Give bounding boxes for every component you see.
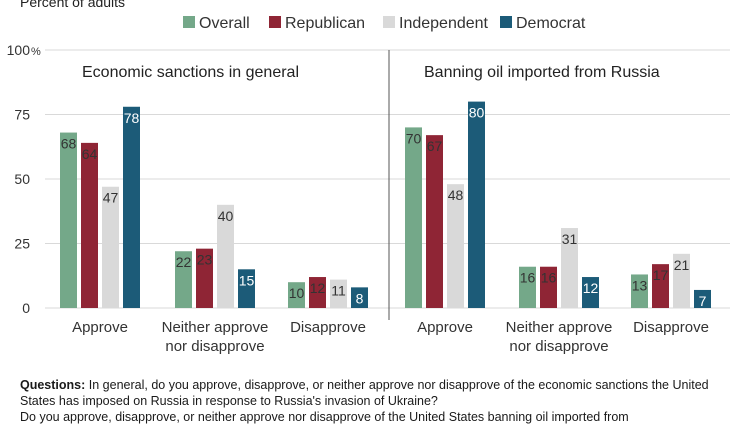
data-label-p2-c3-independent: 21	[674, 257, 690, 273]
y-tick-label-100: 100	[7, 42, 31, 58]
bar-p1-c2-overall	[175, 251, 192, 308]
data-label-p2-c2-republican: 16	[541, 270, 557, 286]
legend-label-republican: Republican	[285, 15, 365, 32]
bar-p2-c2-independent	[561, 228, 578, 308]
y-unit-label: %	[31, 46, 41, 58]
questions-label: Questions:	[20, 378, 86, 392]
questions-text: Questions: In general, do you approve, d…	[20, 377, 735, 409]
bar-p2-c3-democrat	[694, 289, 711, 308]
legend-swatch-republican	[269, 16, 281, 28]
legend-label-democrat: Democrat	[516, 15, 586, 32]
bar-p1-c1-overall	[60, 132, 77, 308]
category-label-p2-c1-line1: Approve	[417, 319, 473, 336]
bar-p2-c3-republican	[652, 264, 669, 308]
bar-p2-c3-independent	[673, 253, 690, 308]
data-label-p2-c3-republican: 17	[653, 267, 669, 283]
data-label-p2-c1-overall: 70	[406, 130, 422, 146]
bar-p1-c2-independent	[217, 204, 234, 308]
bar-p1-c3-independent	[330, 279, 347, 308]
y-axis-title: Percent of adults	[20, 0, 125, 10]
category-label-p1-c3-line1: Disapprove	[290, 319, 366, 336]
category-label-p2-c2-line2: nor disapprove	[509, 338, 608, 355]
category-label-p1-c1-line1: Approve	[72, 319, 128, 336]
legend-label-overall: Overall	[199, 15, 250, 32]
bar-p2-c1-democrat	[468, 101, 485, 308]
data-label-p2-c2-overall: 16	[520, 270, 536, 286]
y-tick-label-0: 0	[22, 300, 30, 316]
panel-title-2: Banning oil imported from Russia	[424, 64, 660, 81]
legend-swatch-independent	[383, 16, 395, 28]
bar-p1-c1-democrat	[123, 106, 140, 308]
data-label-p1-c1-republican: 64	[82, 146, 98, 162]
category-label-p1-c2-line1: Neither approve	[162, 319, 269, 336]
data-label-p2-c2-independent: 31	[562, 231, 578, 247]
bar-p1-c1-republican	[81, 142, 98, 308]
legend-swatch-overall	[183, 16, 195, 28]
chart-notes: Questions: In general, do you approve, d…	[20, 377, 735, 425]
data-label-p2-c3-overall: 13	[632, 277, 648, 293]
data-label-p1-c1-overall: 68	[61, 136, 77, 152]
question-1: In general, do you approve, disapprove, …	[20, 378, 709, 408]
bar-p2-c2-republican	[540, 266, 557, 308]
data-label-p2-c2-democrat: 12	[583, 280, 599, 296]
data-label-p1-c2-independent: 40	[218, 208, 234, 224]
data-label-p2-c1-democrat: 80	[469, 105, 485, 121]
data-label-p1-c2-democrat: 15	[239, 272, 255, 288]
bar-p1-c2-republican	[196, 248, 213, 308]
bar-chart: Percent of adults 0 25 50 75 100 % Overall Repub…	[7, 0, 730, 355]
bar-p1-c3-overall	[288, 282, 305, 308]
bar-p1-c3-republican	[309, 277, 326, 308]
legend-label-independent: Independent	[399, 15, 489, 32]
y-tick-label-25: 25	[14, 236, 30, 252]
data-label-p1-c3-republican: 12	[310, 280, 326, 296]
question-2: Do you approve, disapprove, or neither a…	[20, 410, 629, 424]
data-label-p1-c3-overall: 10	[289, 285, 305, 301]
bar-p1-c3-democrat	[351, 287, 368, 308]
data-label-p1-c1-democrat: 78	[124, 110, 140, 126]
bar-p1-c1-independent	[102, 186, 119, 308]
legend-swatch-democrat	[500, 16, 512, 28]
data-label-p2-c1-republican: 67	[427, 138, 443, 154]
bar-p2-c2-democrat	[582, 277, 599, 308]
category-label-p1-c2-line2: nor disapprove	[165, 338, 264, 355]
data-label-p1-c2-republican: 23	[197, 252, 213, 268]
bar-p2-c1-republican	[426, 135, 443, 308]
category-label-p2-c2-line1: Neither approve	[506, 319, 613, 336]
y-tick-label-50: 50	[14, 171, 30, 187]
bar-p2-c2-overall	[519, 266, 536, 308]
bar-p2-c3-overall	[631, 274, 648, 308]
bar-p1-c2-democrat	[238, 269, 255, 308]
data-label-p1-c3-democrat: 8	[356, 290, 364, 306]
data-label-p2-c3-democrat: 7	[699, 293, 707, 309]
bar-p2-c1-overall	[405, 127, 422, 309]
data-label-p1-c3-independent: 11	[331, 283, 346, 299]
category-label-p2-c3-line1: Disapprove	[633, 319, 709, 336]
data-label-p1-c1-independent: 47	[103, 190, 119, 206]
bar-p2-c1-independent	[447, 184, 464, 308]
data-label-p2-c1-independent: 48	[448, 187, 464, 203]
panel-title-1: Economic sanctions in general	[82, 64, 299, 81]
y-tick-label-75: 75	[14, 107, 30, 123]
data-label-p1-c2-overall: 22	[176, 254, 192, 270]
